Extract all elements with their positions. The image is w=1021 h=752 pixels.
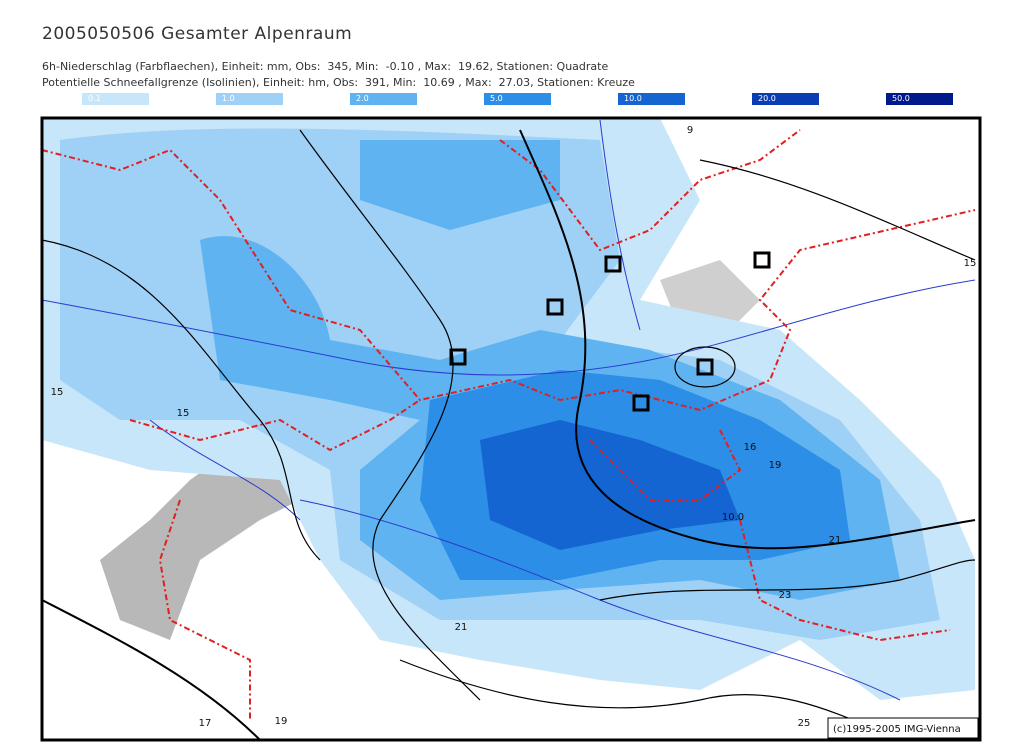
isolines: [41, 129, 976, 741]
contour-label: 19: [769, 460, 782, 471]
contour-label: 17: [199, 718, 212, 729]
contour-label: 10.0: [722, 512, 744, 523]
contour-label: 21: [455, 622, 468, 633]
copyright-box: [827, 717, 979, 739]
legend-item: 0.1: [82, 93, 149, 105]
title: 2005050506 Gesamter Alpenraum: [42, 24, 353, 44]
map-frame: [40, 116, 982, 742]
precipitation: [42, 118, 975, 700]
subtitle: Potentielle Schneefallgrenze (Isolinien)…: [42, 76, 635, 89]
contour-label: 15: [51, 387, 64, 398]
contour-label: 19: [275, 716, 288, 727]
subtitle: 6h-Niederschlag (Farbflaechen), Einheit:…: [42, 60, 609, 73]
contour-label: 16: [744, 442, 757, 453]
contour-label: 21: [829, 535, 842, 546]
legend-item: 20.0: [752, 93, 819, 105]
contour-label: 25: [798, 718, 811, 729]
borders: [41, 129, 976, 720]
legend-item: 1.0: [216, 93, 283, 105]
legend-item: 50.0: [886, 93, 953, 105]
contour-label: 15: [964, 258, 977, 269]
contour-label: 23: [779, 590, 792, 601]
legend-item: 5.0: [484, 93, 551, 105]
stations: [449, 251, 771, 412]
contour-label: 9: [687, 125, 693, 136]
copyright: (c)1995-2005 IMG-Vienna: [833, 724, 961, 735]
legend-item: 10.0: [618, 93, 685, 105]
contour-label: 15: [177, 408, 190, 419]
legend-item: 2.0: [350, 93, 417, 105]
